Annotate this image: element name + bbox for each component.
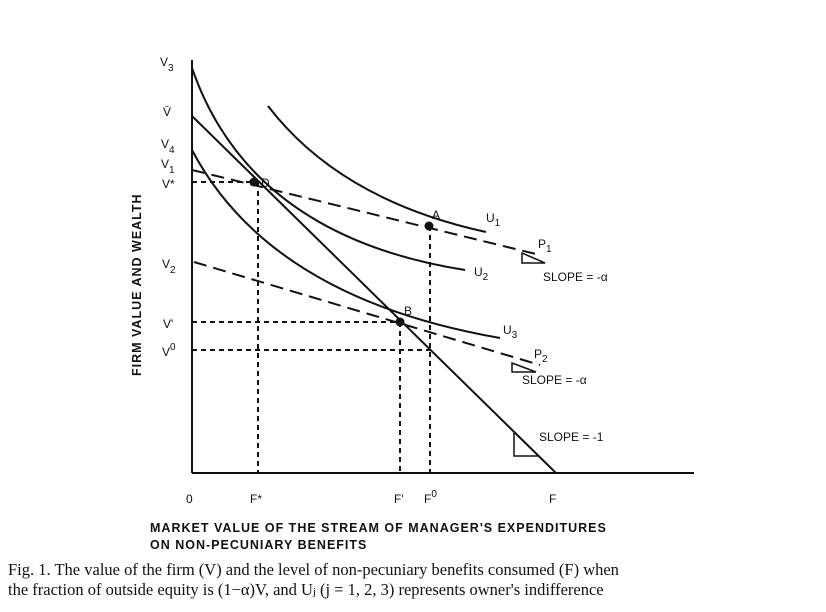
slope-triangle-p1 xyxy=(521,251,546,264)
tick-v3: V3 xyxy=(160,55,174,74)
tick-v2: V2 xyxy=(162,257,176,276)
point-a xyxy=(424,221,434,231)
x-axis-label-line1: MARKET VALUE OF THE STREAM OF MANAGER'S … xyxy=(150,521,607,535)
indifference-curve-u1 xyxy=(267,105,487,233)
slope-label-budget: SLOPE = -1 xyxy=(539,430,604,444)
tick-v0: V0 xyxy=(162,342,176,359)
tick-origin: 0 xyxy=(186,492,193,506)
guide-lines xyxy=(192,181,431,473)
label-b: B xyxy=(404,304,412,318)
indifference-curve-u3 xyxy=(191,149,501,339)
budget-line xyxy=(191,115,557,474)
indifference-curve-u2 xyxy=(191,67,466,271)
tick-vbar: V̄ xyxy=(163,105,171,119)
slope-triangle-budget xyxy=(513,433,538,457)
label-d: D xyxy=(261,176,270,190)
tick-f0: F0 xyxy=(424,489,437,506)
tick-v1: V1 xyxy=(161,157,175,176)
x-axis-label-line2: ON NON-PECUNIARY BENEFITS xyxy=(150,538,367,552)
label-u2: U2 xyxy=(474,265,489,283)
tick-fprime: F' xyxy=(394,492,404,506)
label-p1: P1 xyxy=(538,237,552,255)
label-u1: U1 xyxy=(486,211,501,229)
caption-line-2: the fraction of outside equity is (1−α)V… xyxy=(8,580,604,599)
tick-vstar: V* xyxy=(162,177,175,191)
caption-line-1: Fig. 1. The value of the firm (V) and th… xyxy=(8,560,619,579)
y-axis-label: FIRM VALUE AND WEALTH xyxy=(130,193,144,376)
tick-vprime: V' xyxy=(163,317,173,331)
tick-fstar: F* xyxy=(250,492,262,506)
point-d xyxy=(249,177,259,187)
point-b xyxy=(395,317,405,327)
label-p2: P2 xyxy=(534,347,548,365)
line-p2 xyxy=(193,261,541,366)
slope-label-p1: SLOPE = -α xyxy=(543,270,608,284)
label-a: A xyxy=(432,208,440,222)
slope-label-p2: SLOPE = -α xyxy=(522,373,587,387)
slope-triangle-p2 xyxy=(511,361,537,373)
figure-caption: Fig. 1. The value of the firm (V) and th… xyxy=(8,560,820,600)
tick-v4: V4 xyxy=(161,137,175,156)
tick-f: F xyxy=(549,492,556,506)
label-u3: U3 xyxy=(503,323,518,341)
